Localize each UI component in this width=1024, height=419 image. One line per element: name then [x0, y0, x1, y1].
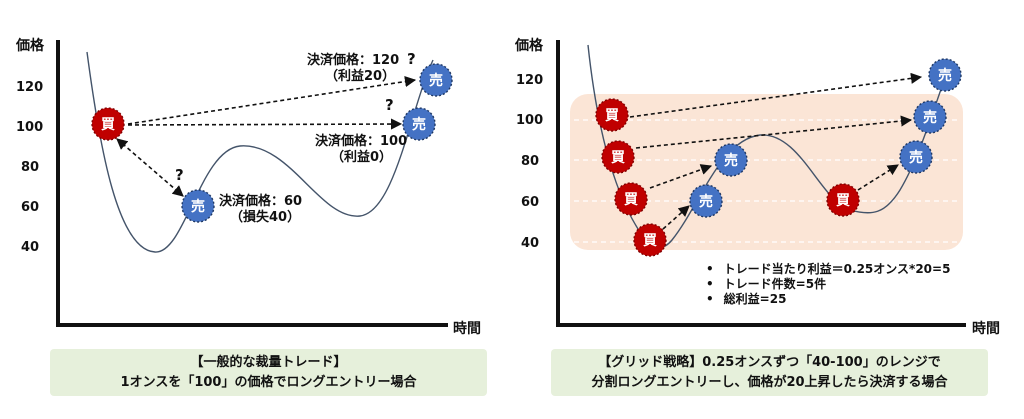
- sell-label: 売: [923, 109, 937, 126]
- sell-node: 売: [689, 184, 723, 218]
- buy-node: 買: [595, 98, 629, 132]
- buy-label: 買: [643, 233, 658, 249]
- grid-arrow: [662, 205, 690, 230]
- right-y-axis-label: 価格: [514, 37, 544, 54]
- right-tick: 40: [521, 236, 539, 251]
- right-chart: 価格 時間 120 100 80 60 40 買 買 買 買 買: [514, 37, 1000, 337]
- sell-label: 売: [429, 72, 443, 89]
- question-mark: ?: [175, 166, 184, 184]
- buy-label: 買: [101, 117, 116, 133]
- left-tick: 40: [21, 240, 39, 255]
- sell-label: 売: [699, 193, 713, 210]
- left-caption: 【一般的な裁量トレード】 1オンスを「100」の価格でロングエントリー場合: [50, 349, 487, 396]
- list-item: トレード件数=5件: [706, 277, 950, 292]
- buy-label: 買: [611, 150, 626, 166]
- grid-arrow: [857, 164, 899, 191]
- arrow-to-sell-60: [116, 138, 184, 197]
- right-tick: 120: [516, 73, 543, 88]
- left-y-axis-label: 価格: [15, 37, 45, 54]
- left-caption-subtitle: 1オンスを「100」の価格でロングエントリー場合: [120, 374, 417, 390]
- sell-label: 売: [724, 152, 738, 169]
- sell-node-100: 売: [402, 107, 436, 141]
- right-tick: 100: [516, 113, 543, 128]
- right-caption: 【グリッド戦略】0.25オンスずつ「40-100」のレンジで 分割ロングエントリ…: [551, 349, 988, 396]
- annotation-sell-120: 決済価格：120: [307, 52, 399, 68]
- question-mark: ?: [385, 96, 394, 114]
- buy-label: 買: [836, 193, 851, 209]
- sell-label: 売: [938, 67, 952, 84]
- left-tick: 120: [16, 80, 43, 95]
- grid-range-band: [570, 94, 963, 250]
- sell-node: 売: [928, 58, 962, 92]
- buy-node: 買: [633, 223, 667, 257]
- right-tick: 80: [521, 154, 539, 169]
- question-mark: ?: [407, 50, 416, 68]
- right-caption-subtitle: 分割ロングエントリーし、価格が20上昇したら決済する場合: [591, 374, 948, 390]
- sell-node-120: 売: [419, 63, 453, 97]
- grid-summary-list: トレード当たり利益＝0.25オンス*20=5 トレード件数=5件 総利益=25: [706, 262, 951, 307]
- sell-label: 売: [909, 149, 923, 166]
- left-chart: 価格 時間 120 100 80 60 40 買 売 売 売 ? ? ? 決済価…: [15, 37, 481, 337]
- arrow-to-sell-120: [127, 75, 417, 125]
- right-x-axis-label: 時間: [972, 320, 1000, 337]
- sell-node-60: 売: [181, 189, 215, 223]
- annotation-sell-100: 決済価格：100: [315, 133, 407, 149]
- list-item: 総利益=25: [706, 292, 950, 307]
- annotation-sell-60: 決済価格：60: [219, 193, 302, 209]
- buy-node: 買: [91, 107, 125, 141]
- right-tick: 60: [521, 195, 539, 210]
- arrow-to-sell-100: [127, 118, 403, 130]
- left-tick: 100: [16, 120, 43, 135]
- sell-label: 売: [412, 116, 426, 133]
- sell-node: 売: [913, 100, 947, 134]
- grid-arrow: [649, 164, 713, 189]
- left-tick: 80: [21, 160, 39, 175]
- left-caption-title: 【一般的な裁量トレード】: [190, 354, 347, 370]
- buy-node: 買: [826, 183, 860, 217]
- left-x-axis-label: 時間: [453, 320, 481, 337]
- annotation-sell-60-result: （損失40）: [230, 209, 300, 225]
- sell-node: 売: [714, 143, 748, 177]
- buy-label: 買: [605, 108, 620, 124]
- annotation-sell-100-result: （利益0）: [331, 149, 392, 165]
- left-price-line: [86, 51, 434, 253]
- buy-node: 買: [614, 182, 648, 216]
- list-item: トレード当たり利益＝0.25オンス*20=5: [706, 262, 951, 277]
- annotation-sell-120-result: （利益20）: [325, 68, 395, 84]
- sell-node: 売: [899, 140, 933, 174]
- left-tick: 60: [21, 200, 39, 215]
- right-caption-title: 【グリッド戦略】0.25オンスずつ「40-100」のレンジで: [598, 354, 941, 370]
- sell-label: 売: [191, 198, 205, 215]
- buy-label: 買: [624, 192, 639, 208]
- buy-node: 買: [601, 140, 635, 174]
